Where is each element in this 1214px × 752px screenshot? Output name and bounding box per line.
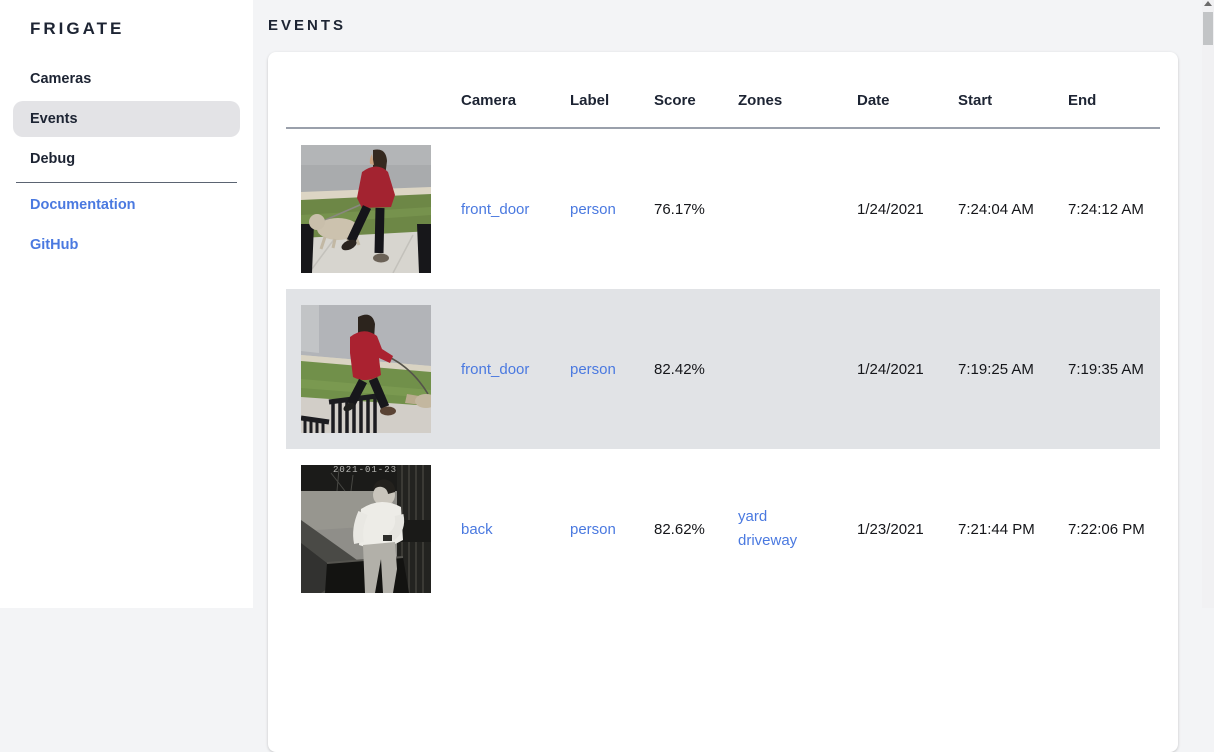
end-time-value: 7:24:12 AM [1068, 200, 1144, 218]
column-header-end: End [1068, 92, 1097, 109]
sidebar-divider [16, 182, 237, 183]
event-row-2[interactable]: front_door person 82.42% 1/24/2021 7:19:… [286, 289, 1160, 449]
sidebar-nav: Cameras Events Debug Documentation GitHu… [0, 61, 253, 263]
column-header-score: Score [654, 92, 696, 109]
score-value: 82.42% [654, 360, 705, 378]
event-thumbnail-person-red-hoodie-leash[interactable] [301, 305, 431, 433]
sidebar-link-documentation[interactable]: Documentation [30, 197, 136, 213]
column-header-camera: Camera [461, 92, 517, 109]
thumbnail-timestamp-overlay: 2021-01-23 [333, 465, 397, 475]
sidebar: FRIGATE Cameras Events Debug Documentati… [0, 0, 253, 608]
camera-link[interactable]: front_door [461, 360, 530, 378]
column-header-zones: Zones [738, 92, 783, 109]
label-link[interactable]: person [570, 200, 616, 218]
column-header-start: Start [958, 92, 993, 109]
main-content: EVENTS Camera Label Score Zones Date Sta… [253, 0, 1178, 752]
end-time-value: 7:19:35 AM [1068, 360, 1144, 378]
event-thumbnail-cell: 2021-01-23 [286, 449, 445, 609]
start-time-value: 7:19:25 AM [958, 360, 1034, 378]
events-card: Camera Label Score Zones Date Start End [268, 52, 1178, 752]
start-time-value: 7:24:04 AM [958, 200, 1034, 218]
end-time-value: 7:22:06 PM [1068, 520, 1145, 538]
column-header-label: Label [570, 92, 610, 109]
column-header-date: Date [857, 92, 890, 109]
events-table-header: Camera Label Score Zones Date Start End [286, 52, 1160, 129]
sidebar-item-debug[interactable]: Debug [30, 151, 76, 167]
camera-link[interactable]: front_door [461, 200, 530, 218]
event-thumbnail-person-red-coat-dog[interactable] [301, 145, 431, 273]
app-title: FRIGATE [30, 19, 125, 38]
start-time-value: 7:21:44 PM [958, 520, 1035, 538]
scrollbar-thumb[interactable] [1203, 12, 1213, 45]
event-thumbnail-cell [286, 289, 445, 449]
zones-cell: yard driveway [722, 505, 841, 553]
event-row-1[interactable]: front_door person 76.17% 1/24/2021 7:24:… [286, 129, 1160, 289]
camera-link[interactable]: back [461, 520, 493, 538]
date-value: 1/24/2021 [857, 360, 924, 378]
date-value: 1/24/2021 [857, 200, 924, 218]
sidebar-item-cameras[interactable]: Cameras [30, 71, 92, 87]
page-title: EVENTS [268, 17, 347, 34]
zone-link-yard[interactable]: yard [738, 508, 768, 525]
event-thumbnail-cell [286, 129, 445, 289]
scrollbar[interactable] [1202, 0, 1214, 608]
label-link[interactable]: person [570, 520, 616, 538]
zone-link-driveway[interactable]: driveway [738, 532, 798, 549]
sidebar-link-github[interactable]: GitHub [30, 237, 79, 253]
scrollbar-up-arrow-icon[interactable] [1204, 1, 1212, 6]
event-thumbnail-person-white-shirt-night[interactable]: 2021-01-23 [301, 465, 431, 593]
sidebar-item-events[interactable]: Events [13, 101, 240, 137]
event-row-3[interactable]: 2021-01-23 back pe [286, 449, 1160, 609]
label-link[interactable]: person [570, 360, 616, 378]
score-value: 76.17% [654, 200, 705, 218]
date-value: 1/23/2021 [857, 520, 924, 538]
score-value: 82.62% [654, 520, 705, 538]
